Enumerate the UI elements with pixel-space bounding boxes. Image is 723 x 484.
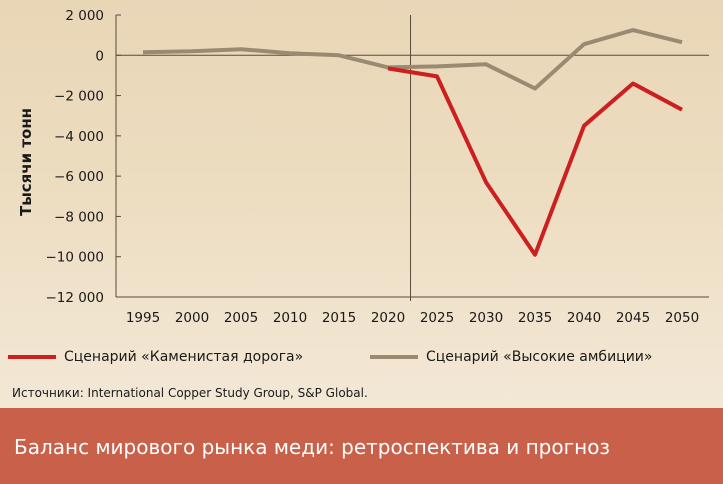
series-line-rocky-road	[387, 66, 683, 257]
x-tick-label: 2005	[224, 310, 258, 326]
legend-swatch-high-ambition	[370, 355, 418, 359]
y-tick-label: −12 000	[45, 290, 104, 306]
chart-legend: Сценарий «Каменистая дорога» Сценарий «В…	[8, 349, 720, 373]
x-tick-label: 2000	[175, 310, 209, 326]
legend-label-rocky-road: Сценарий «Каменистая дорога»	[64, 349, 304, 365]
x-tick-label: 2010	[273, 310, 307, 326]
series-line-high-ambition	[142, 28, 683, 91]
y-tick-label: −6 000	[54, 169, 104, 185]
chart-title: Баланс мирового рынка меди: ретроспектив…	[14, 435, 611, 459]
chart-area: 2 000 0 −2 000 −4 000 −6 000 −8 000 −10 000 −12…	[17, 8, 709, 326]
x-tick-label: 2030	[469, 310, 503, 326]
legend-item-high-ambition: Сценарий «Высокие амбиции»	[370, 349, 652, 365]
x-tick-label: 2040	[567, 310, 601, 326]
y-tick-label: −10 000	[45, 250, 104, 266]
x-tick-label: 2035	[518, 310, 552, 326]
legend-swatch-rocky-road	[8, 355, 56, 359]
y-axis-label: Тысячи тонн	[17, 108, 35, 216]
chart-series	[142, 28, 683, 257]
y-tick-label: −2 000	[54, 89, 104, 105]
chart-ticks: 2 000 0 −2 000 −4 000 −6 000 −8 000 −10 000 −12…	[45, 8, 699, 326]
x-tick-label: 2050	[665, 310, 699, 326]
y-tick-label: −4 000	[54, 129, 104, 145]
legend-item-rocky-road: Сценарий «Каменистая дорога»	[8, 349, 303, 365]
y-tick-label: −8 000	[54, 209, 104, 225]
x-tick-label: 1995	[126, 310, 160, 326]
chart-axes	[115, 15, 709, 301]
legend-label-high-ambition: Сценарий «Высокие амбиции»	[426, 349, 653, 365]
x-tick-label: 2025	[420, 310, 454, 326]
x-tick-label: 2015	[322, 310, 356, 326]
footer-banner: Баланс мирового рынка меди: ретроспектив…	[0, 408, 723, 484]
y-tick-label: 0	[95, 48, 104, 64]
source-note: Источники: International Copper Study Gr…	[12, 386, 368, 400]
x-tick-label: 2045	[616, 310, 650, 326]
x-tick-label: 2020	[371, 310, 405, 326]
y-tick-label: 2 000	[65, 8, 104, 24]
